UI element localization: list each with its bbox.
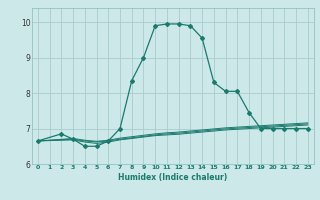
X-axis label: Humidex (Indice chaleur): Humidex (Indice chaleur) — [118, 173, 228, 182]
